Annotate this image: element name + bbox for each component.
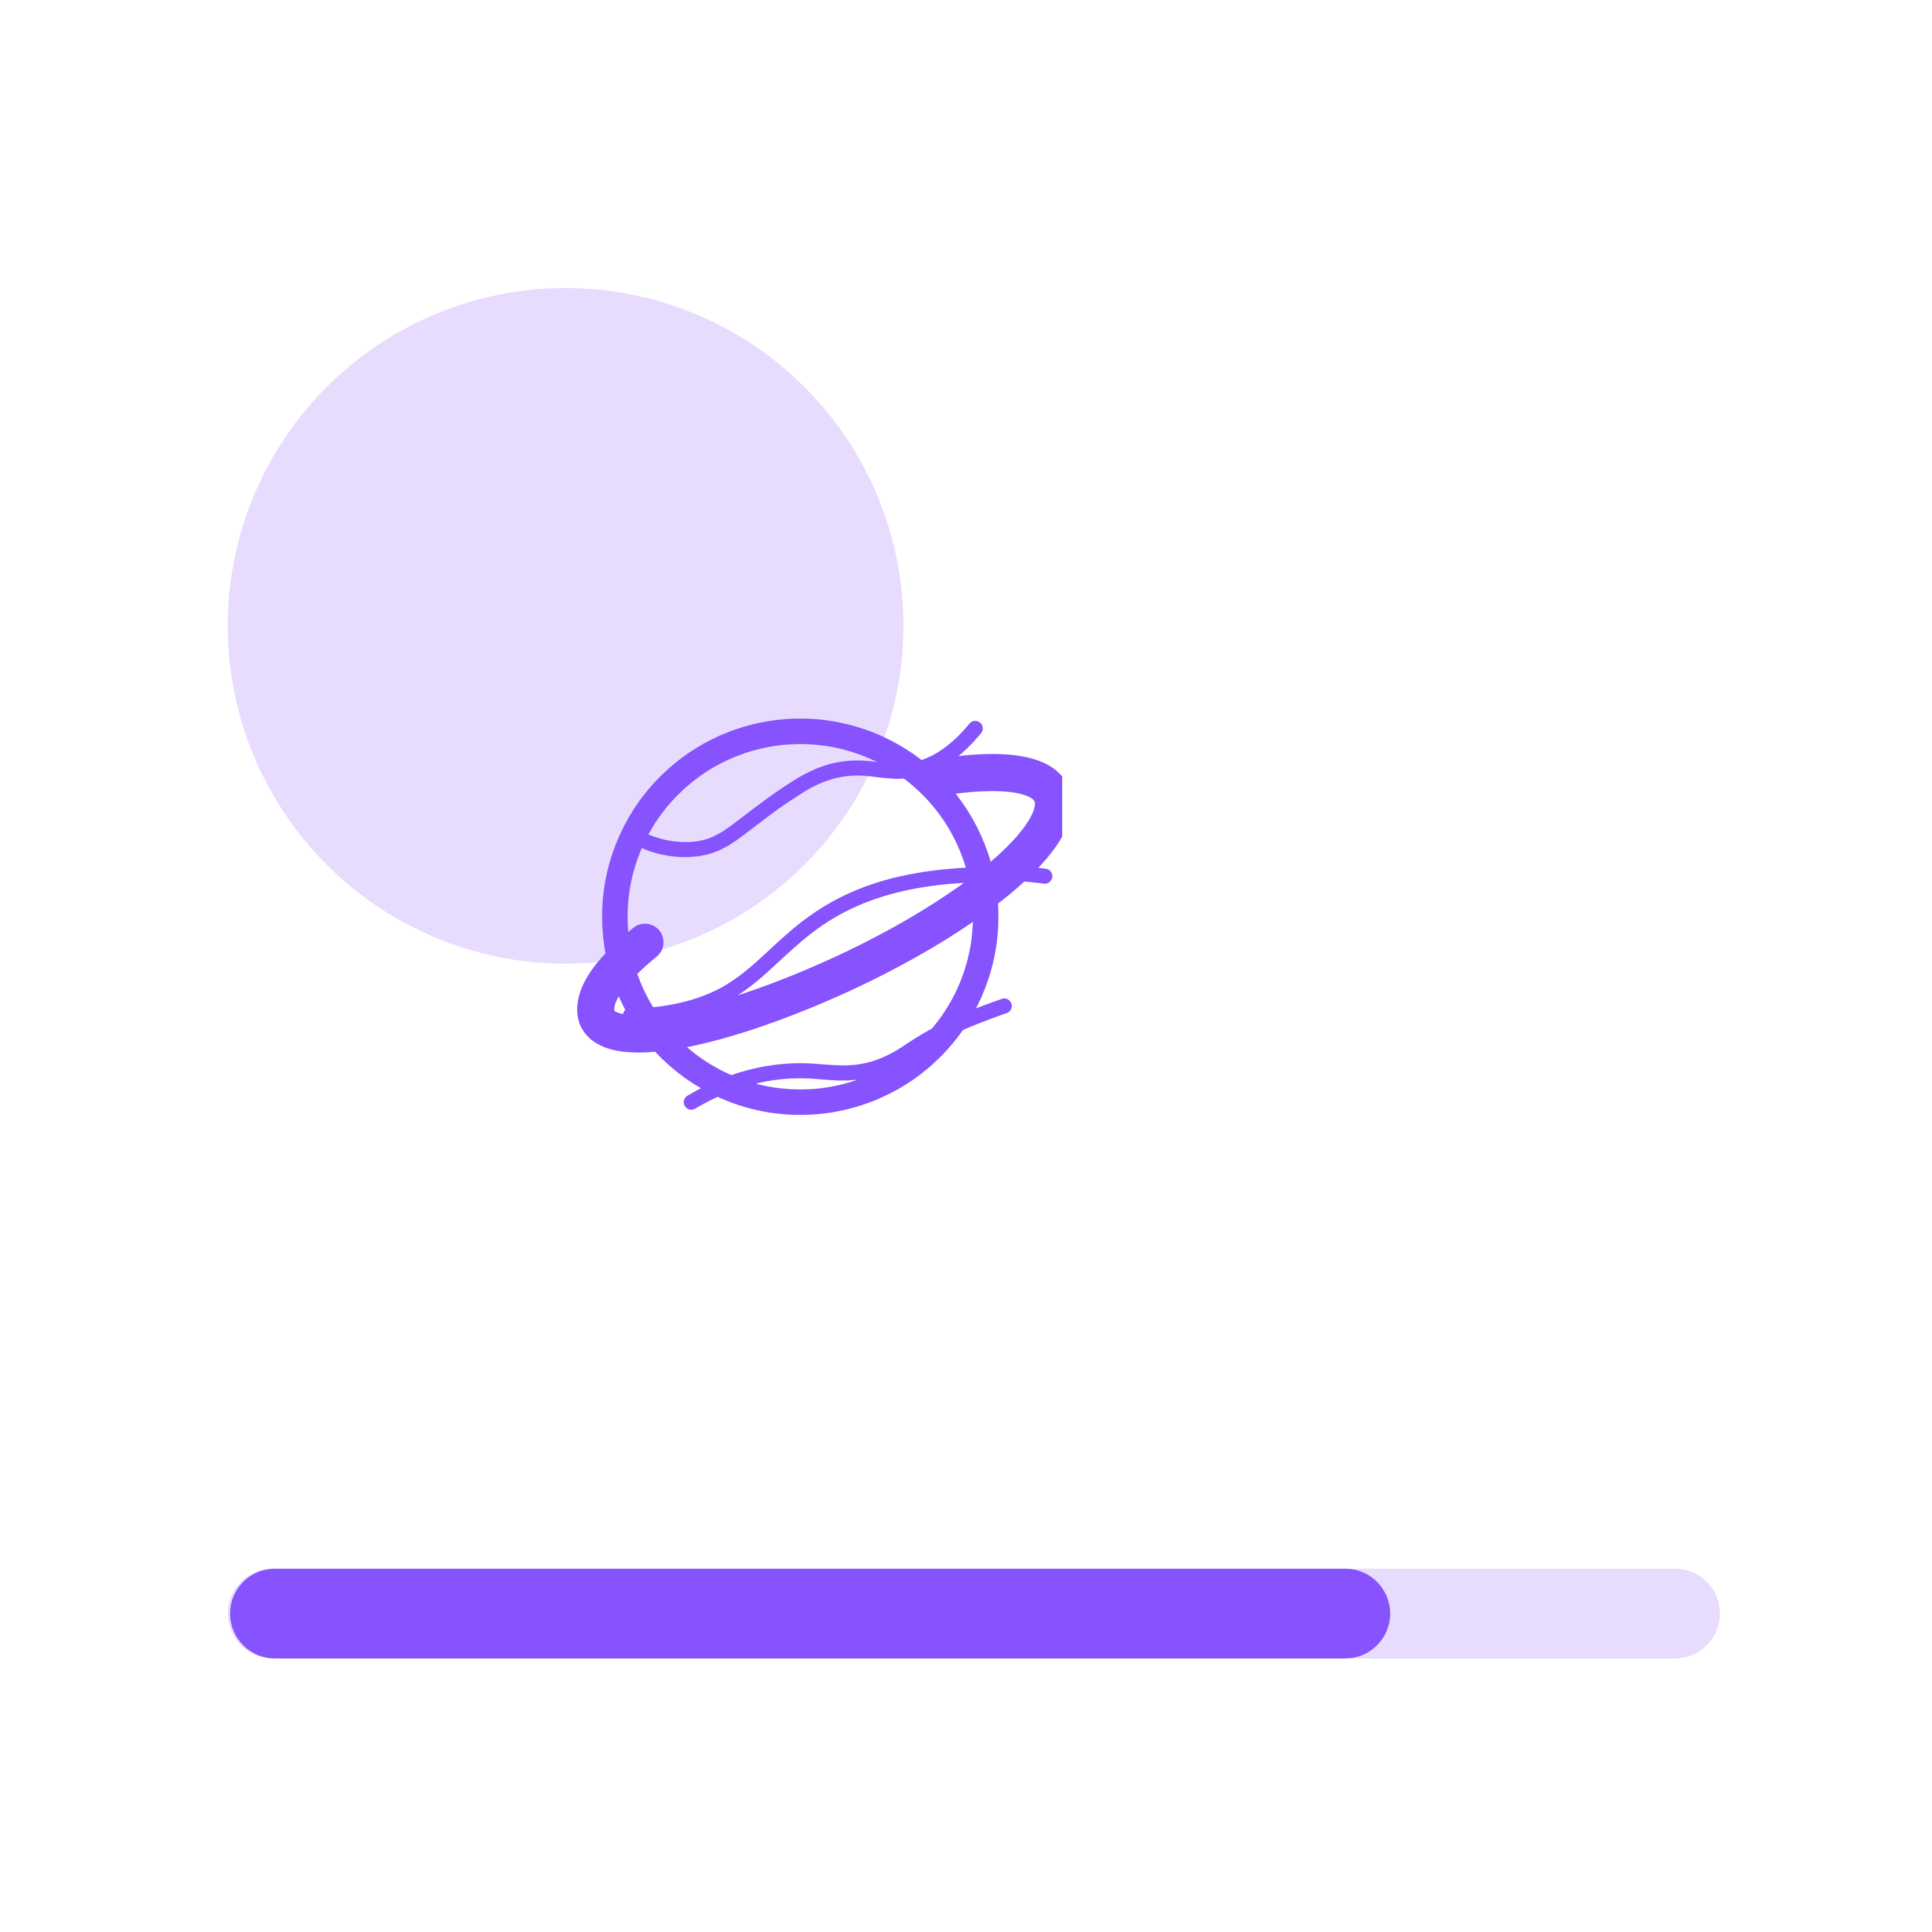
planet-icon: [577, 719, 1062, 1115]
progress-fill: [230, 1569, 1390, 1658]
planet-icon-badge: [228, 288, 1062, 1115]
progress-bar: [228, 1569, 1720, 1658]
